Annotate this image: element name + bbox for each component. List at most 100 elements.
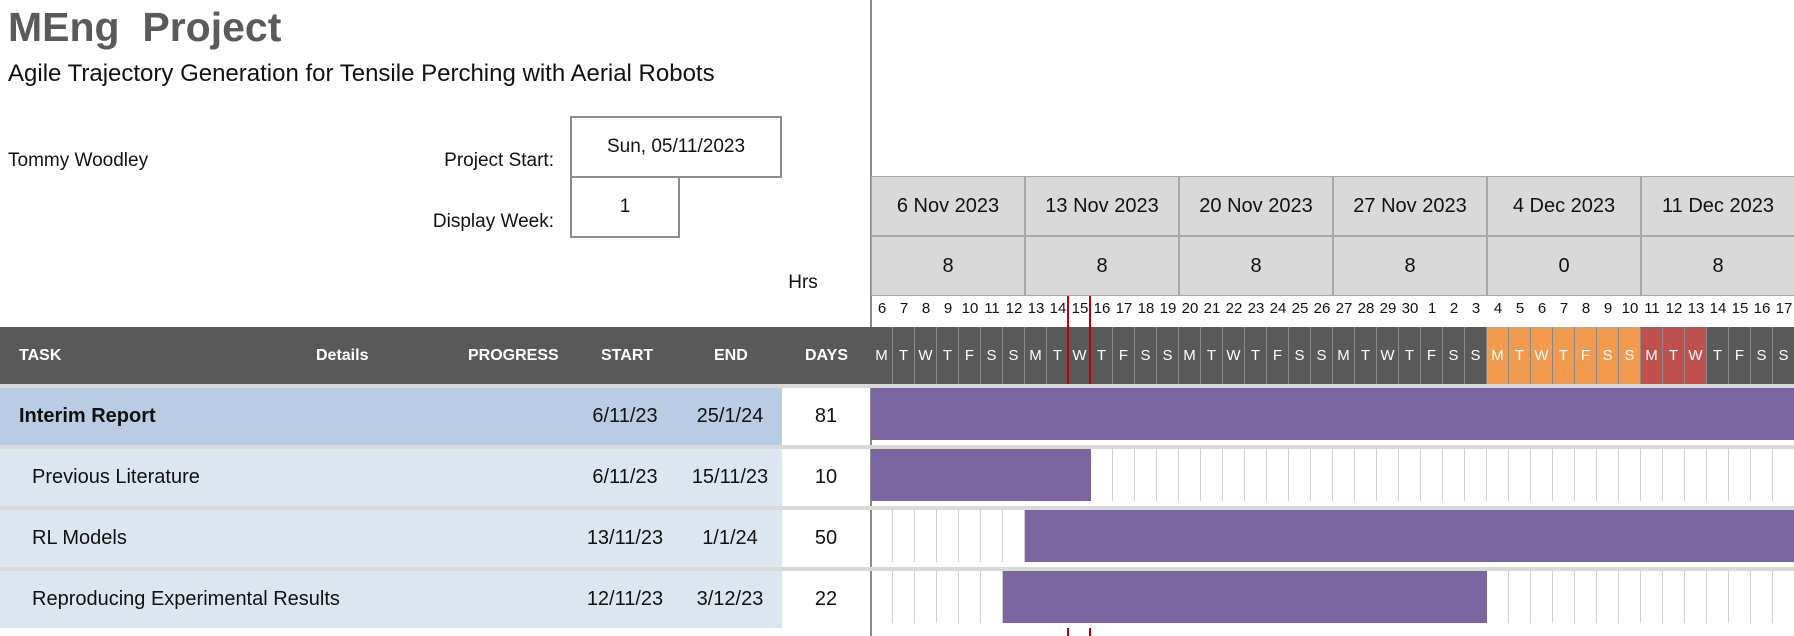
gantt-cell [1421,449,1443,501]
task-end: 25/1/24 [696,405,764,427]
day-number: 8 [1581,300,1591,317]
row-background [0,449,782,506]
day-number: 13 [1027,300,1045,317]
week-hours[interactable]: 8 [871,236,1025,296]
gantt-bar[interactable] [871,388,1794,440]
task-days: 22 [782,571,870,628]
gantt-cell [1443,449,1465,501]
gantt-bar[interactable] [1025,510,1794,562]
day-letter: S [1135,327,1157,384]
week-hours[interactable]: 8 [1641,236,1794,296]
task-row[interactable]: Interim Report 6/11/23 25/1/24 81 [0,388,1794,445]
day-number: 28 [1357,300,1375,317]
task-days: 10 [782,449,870,506]
header-days: DAYS [805,346,848,364]
gantt-cell [915,510,937,562]
row-background [0,510,782,567]
display-week-label: Display Week: [432,211,554,232]
day-letter: S [1003,327,1025,384]
gantt-cell [1179,449,1201,501]
day-letter: T [1399,327,1421,384]
week-hours[interactable]: 0 [1487,236,1641,296]
day-number: 13 [1687,300,1705,317]
week-hours[interactable]: 8 [1179,236,1333,296]
project-start-field[interactable]: Sun, 05/11/2023 [570,116,782,178]
hrs-label: Hrs [788,272,818,293]
gantt-cell [937,571,959,623]
day-letter: S [1443,327,1465,384]
gantt-cell [1773,449,1794,501]
day-letter: F [1421,327,1443,384]
day-letter: F [1267,327,1289,384]
today-marker [1067,628,1069,636]
task-start: 6/11/23 [592,466,658,488]
day-letter: T [1091,327,1113,384]
day-number: 19 [1159,300,1177,317]
project-subtitle: Agile Trajectory Generation for Tensile … [8,60,715,87]
task-start: 12/11/23 [586,588,664,610]
day-letter: M [871,327,893,384]
day-letter: T [937,327,959,384]
week-hours[interactable]: 8 [1025,236,1179,296]
day-number: 11 [984,300,1000,317]
gantt-bar[interactable] [871,449,1091,501]
task-row[interactable]: Reproducing Experimental Results 12/11/23… [0,571,1794,628]
day-letter: S [1157,327,1179,384]
gantt-track [871,506,1794,563]
gantt-cell [959,510,981,562]
week-label: 20 Nov 2023 [1179,176,1333,236]
task-name: Interim Report [19,405,156,427]
week-label: 11 Dec 2023 [1641,176,1794,236]
task-row[interactable]: Previous Literature 6/11/23 15/11/23 10 [0,449,1794,506]
gantt-cell [1267,449,1289,501]
gantt-cell [1685,571,1707,623]
gantt-bar[interactable] [1003,571,1487,623]
display-week-field[interactable]: 1 [570,176,680,238]
day-number: 3 [1471,300,1481,317]
gantt-cell [1707,571,1729,623]
task-end: 3/12/23 [696,588,764,610]
day-number: 10 [961,300,979,317]
week-label: 4 Dec 2023 [1487,176,1641,236]
gantt-cell [1751,571,1773,623]
gantt-cell [1553,449,1575,501]
gantt-track [871,445,1794,502]
gantt-cell [1707,449,1729,501]
gantt-cell [871,571,893,623]
gantt-cell [1377,449,1399,501]
day-number: 26 [1313,300,1331,317]
gantt-cell [1531,571,1553,623]
week-label: 27 Nov 2023 [1333,176,1487,236]
day-number: 12 [1005,300,1023,317]
day-letter: T [1355,327,1377,384]
day-number: 29 [1379,300,1397,317]
day-numbers: 6 7 8 9 10 11 12 13 14 15 16 17 18 19 20 21 22 23 24 25 26 27… [871,300,1794,324]
task-row[interactable]: RL Models 13/11/23 1/1/24 50 [0,510,1794,567]
gantt-cell [1509,571,1531,623]
gantt-cell [1399,449,1421,501]
gantt-cell [959,571,981,623]
day-number: 9 [1603,300,1613,317]
gantt-cell [1487,449,1509,501]
gantt-cell [981,510,1003,562]
gantt-cell [1619,449,1641,501]
week-hours[interactable]: 8 [1333,236,1487,296]
gantt-cell [1685,449,1707,501]
task-name: Reproducing Experimental Results [32,588,340,610]
day-letter: S [1311,327,1333,384]
header-start: START [601,346,654,364]
day-number: 20 [1181,300,1199,317]
row-separator [0,506,1794,510]
gantt-cell [1201,449,1223,501]
day-letter: W [1377,327,1399,384]
day-letter: S [1289,327,1311,384]
day-number: 7 [899,300,909,317]
gantt-cell [1553,571,1575,623]
row-separator [0,384,1794,388]
day-letter: M [1487,327,1509,384]
day-letter: T [1047,327,1069,384]
task-days: 50 [782,510,870,567]
day-number: 23 [1247,300,1265,317]
day-letter: T [1509,327,1531,384]
